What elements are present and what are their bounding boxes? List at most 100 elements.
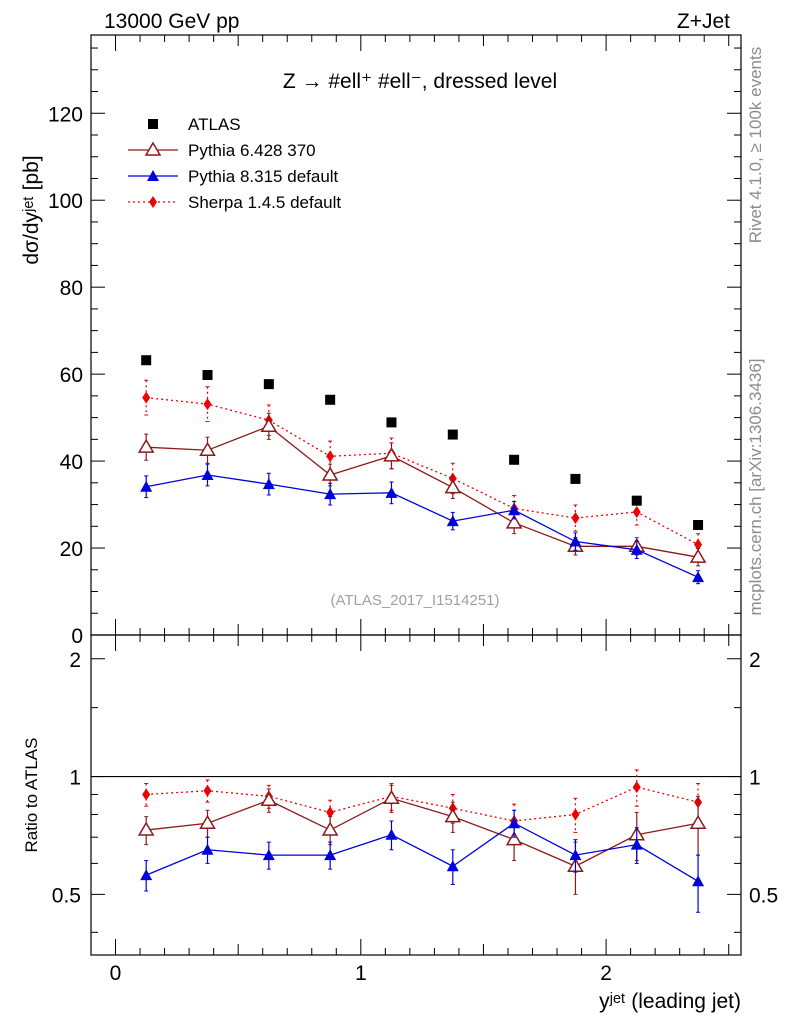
pythia6-marker [444, 479, 462, 494]
sherpa-marker [203, 398, 212, 411]
sherpa-line [146, 786, 699, 822]
pythia8-marker [140, 480, 153, 492]
pythia8-marker [508, 817, 521, 829]
pythia8-marker [446, 515, 459, 527]
legend-label-atlas: ATLAS [188, 115, 241, 134]
pythia8-marker [385, 828, 398, 840]
pythia6-marker [689, 814, 707, 829]
axis-tick-labels: 0 20 40 60 80 100 120 0 1 2 0.5 0.5 1 1 2 2 [48, 103, 778, 985]
pythia8-marker [147, 170, 159, 181]
ratio-y-tick-label-right: 2 [749, 649, 761, 672]
pythia6-marker [444, 808, 462, 823]
main-title: Z → #ell⁺ #ell⁻, dressed level [283, 70, 557, 93]
sherpa-marker [571, 808, 580, 821]
ratio-y-tick-label: 2 [69, 649, 81, 672]
atlas-marker [141, 355, 152, 366]
x-tick-label: 2 [600, 962, 612, 985]
sherpa-marker [326, 806, 335, 819]
atlas-marker [148, 119, 158, 129]
y-tick-label: 120 [48, 103, 83, 126]
pythia8-line [145, 822, 699, 882]
y-tick-label: 100 [48, 190, 83, 213]
pythia8-marker [201, 843, 214, 855]
pythia8-marker [569, 535, 582, 547]
pythia6-marker [321, 466, 339, 481]
atlas-marker [693, 520, 704, 530]
pythia6-marker [321, 821, 339, 836]
ratio-y-tick-label-right: 0.5 [749, 884, 778, 907]
pythia8-marker [262, 849, 275, 861]
atlas-marker [386, 417, 397, 428]
pythia8-marker [140, 869, 153, 881]
pythia6-marker [137, 438, 155, 453]
pythia8-marker [262, 478, 275, 490]
y-tick-label: 0 [71, 625, 83, 648]
pythia8-marker [508, 504, 521, 516]
mcplots-label: mcplots.cern.ch [arXiv:1306.3436] [746, 358, 765, 615]
pythia6-marker [689, 548, 707, 563]
sherpa-marker [203, 784, 212, 797]
data-marks [91, 355, 741, 913]
legend: ATLAS Pythia 6.428 370 Pythia 8.315 defaul… [128, 115, 341, 212]
pythia8-marker [569, 849, 582, 861]
atlas-marker [263, 379, 274, 390]
atlas-marker [325, 394, 336, 405]
sherpa-marker [571, 512, 580, 525]
process-label: Z+Jet [677, 10, 730, 33]
pythia6-marker [383, 789, 400, 805]
pythia6-marker [505, 831, 523, 846]
x-axis-label: yʲᵉᵗ (leading jet) [599, 990, 741, 1013]
sherpa-marker [694, 538, 703, 551]
pythia6-marker [199, 441, 216, 456]
y-tick-label: 20 [60, 538, 83, 561]
ratio-y-tick-label-right: 1 [749, 767, 761, 790]
pythia8-marker [324, 488, 337, 500]
energy-label: 13000 GeV pp [104, 10, 239, 33]
x-tick-label: 0 [110, 962, 122, 985]
atlas-marker [570, 473, 581, 484]
atlas-marker [447, 429, 458, 440]
y-tick-label: 40 [60, 451, 83, 474]
pythia8-line [146, 474, 699, 578]
pythia6-marker [260, 791, 278, 806]
sherpa-line [146, 396, 699, 546]
pythia6-line [146, 797, 699, 867]
pythia6-marker [137, 821, 155, 836]
ratio-ylabel: Ratio to ATLAS [22, 738, 41, 853]
legend-entry-pythia8: Pythia 8.315 default [128, 167, 339, 186]
pythia8-marker [692, 875, 705, 887]
axis-ticks [90, 35, 741, 955]
legend-label-pythia6: Pythia 6.428 370 [188, 141, 316, 160]
legend-entry-sherpa: Sherpa 1.4.5 default [128, 193, 341, 212]
sherpa-marker [632, 505, 641, 518]
pythia6-line [146, 425, 699, 558]
x-tick-label: 1 [355, 962, 367, 985]
pythia8-marker [692, 571, 705, 583]
sherpa-marker [142, 788, 151, 801]
atlas-marker [631, 495, 642, 506]
analysis-id: (ATLAS_2017_I1514251) [330, 592, 499, 609]
ratio-y-tick-label: 1 [69, 767, 81, 790]
pythia6-marker [383, 447, 400, 462]
pythia6-marker [505, 514, 523, 529]
sherpa-marker [149, 196, 157, 208]
rivet-label: Rivet 4.1.0, ≥ 100k events [746, 47, 765, 243]
pythia6-marker [199, 814, 216, 829]
pythia8-marker [324, 849, 337, 861]
main-ylabel: dσ/dyʲᵉᵗ [pb] [20, 155, 43, 264]
pythia8-marker [630, 543, 643, 555]
atlas-marker [509, 454, 520, 465]
atlas-marker [202, 370, 213, 380]
pythia6-marker [144, 141, 162, 156]
y-tick-label: 60 [60, 364, 83, 387]
sherpa-marker [632, 781, 641, 794]
pythia6-marker [260, 417, 278, 433]
pythia8-marker [446, 860, 459, 872]
legend-entry-pythia6: Pythia 6.428 370 [128, 141, 316, 160]
ratio-panel-frame [90, 634, 742, 956]
sherpa-marker [326, 450, 335, 463]
pythia8-marker [201, 469, 214, 480]
legend-label-sherpa: Sherpa 1.4.5 default [188, 193, 341, 212]
